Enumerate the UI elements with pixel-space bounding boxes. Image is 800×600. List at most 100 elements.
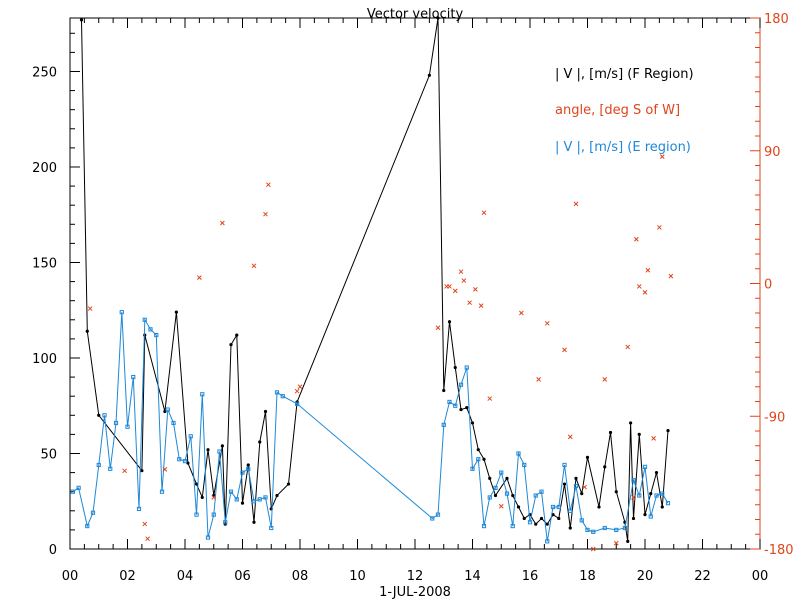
data-point bbox=[637, 493, 642, 498]
data-point bbox=[136, 506, 142, 511]
data-point bbox=[478, 303, 484, 308]
data-point bbox=[294, 388, 300, 394]
data-point bbox=[608, 430, 613, 435]
data-point bbox=[154, 332, 159, 338]
data-point bbox=[470, 466, 475, 471]
data-point bbox=[125, 424, 130, 429]
data-point bbox=[522, 516, 526, 521]
data-point bbox=[626, 539, 630, 543]
data-point bbox=[613, 540, 619, 546]
data-point bbox=[539, 489, 544, 494]
data-point bbox=[275, 493, 279, 498]
data-point bbox=[476, 448, 480, 452]
data-point bbox=[240, 470, 245, 475]
data-point bbox=[148, 327, 153, 332]
data-point bbox=[142, 521, 148, 527]
data-point bbox=[257, 497, 262, 502]
data-point bbox=[668, 273, 674, 279]
data-point bbox=[470, 421, 475, 425]
data-point bbox=[493, 485, 498, 490]
y-right-tick-label: 180 bbox=[764, 12, 789, 27]
data-point bbox=[585, 527, 590, 532]
data-point bbox=[211, 512, 216, 517]
data-point bbox=[527, 520, 533, 525]
data-point bbox=[622, 525, 627, 531]
data-point bbox=[591, 529, 596, 534]
data-point bbox=[614, 490, 618, 494]
legend: | V |, [m/s] (F Region) angle, [deg S of… bbox=[555, 67, 694, 155]
data-point bbox=[441, 422, 446, 427]
data-point bbox=[625, 344, 631, 350]
data-point bbox=[467, 300, 472, 306]
data-point bbox=[142, 317, 147, 322]
data-point bbox=[452, 288, 458, 294]
data-point bbox=[102, 413, 107, 418]
data-point bbox=[550, 504, 556, 510]
data-point bbox=[246, 466, 251, 471]
data-point bbox=[476, 457, 481, 462]
data-point bbox=[263, 495, 268, 500]
data-point bbox=[562, 347, 567, 353]
x-tick-label: 14 bbox=[464, 569, 481, 584]
data-point bbox=[119, 310, 124, 315]
x-tick-label: 10 bbox=[349, 569, 366, 584]
legend-f-region: | V |, [m/s] (F Region) bbox=[555, 67, 694, 82]
data-point bbox=[87, 306, 93, 311]
plot-frame bbox=[69, 17, 761, 550]
data-point bbox=[654, 493, 659, 498]
data-point bbox=[220, 220, 225, 226]
data-point bbox=[435, 512, 441, 517]
data-point bbox=[519, 310, 524, 316]
x-tick-label: 00 bbox=[62, 569, 79, 584]
data-point bbox=[263, 211, 268, 217]
data-point bbox=[90, 510, 96, 515]
data-point bbox=[574, 476, 578, 480]
data-point bbox=[642, 464, 648, 469]
data-point bbox=[579, 518, 584, 523]
data-point bbox=[631, 495, 636, 500]
data-point bbox=[493, 493, 498, 498]
data-point bbox=[435, 325, 441, 331]
y-right-tick-label: 90 bbox=[764, 145, 781, 160]
data-point bbox=[79, 18, 84, 22]
x-tick-label: 12 bbox=[407, 569, 424, 584]
data-point bbox=[145, 536, 150, 542]
y-left-tick-label: 150 bbox=[32, 256, 57, 271]
data-point bbox=[556, 504, 561, 510]
data-point bbox=[182, 459, 188, 464]
data-point bbox=[590, 546, 596, 552]
data-point bbox=[85, 329, 89, 333]
data-point bbox=[217, 449, 222, 454]
series-line bbox=[72, 312, 669, 542]
data-point bbox=[97, 413, 101, 417]
data-point bbox=[597, 505, 601, 509]
x-tick-label: 22 bbox=[694, 569, 711, 584]
data-point bbox=[240, 501, 245, 505]
data-point bbox=[487, 495, 492, 500]
data-point bbox=[458, 269, 464, 275]
legend-e-region: | V |, [m/s] (E region) bbox=[555, 140, 691, 155]
data-point bbox=[246, 463, 250, 467]
y-axis-right: -180 -90 0 90 180 bbox=[750, 12, 794, 558]
data-point bbox=[194, 512, 199, 517]
data-point bbox=[453, 365, 457, 370]
data-point bbox=[487, 396, 493, 401]
data-point bbox=[461, 278, 467, 283]
data-point bbox=[229, 343, 233, 347]
data-point bbox=[666, 428, 670, 433]
data-point bbox=[481, 210, 487, 216]
data-point bbox=[665, 501, 671, 506]
y-left-tick-label: 0 bbox=[49, 543, 57, 558]
data-point bbox=[251, 263, 257, 269]
data-point bbox=[113, 420, 119, 426]
data-point bbox=[505, 476, 509, 480]
data-point bbox=[263, 409, 268, 414]
data-point bbox=[634, 236, 639, 242]
data-point bbox=[447, 320, 452, 324]
data-point bbox=[645, 267, 651, 273]
data-point bbox=[631, 478, 636, 483]
data-point bbox=[473, 287, 478, 292]
data-point bbox=[482, 457, 486, 461]
data-point bbox=[510, 523, 515, 529]
data-point bbox=[465, 406, 469, 410]
